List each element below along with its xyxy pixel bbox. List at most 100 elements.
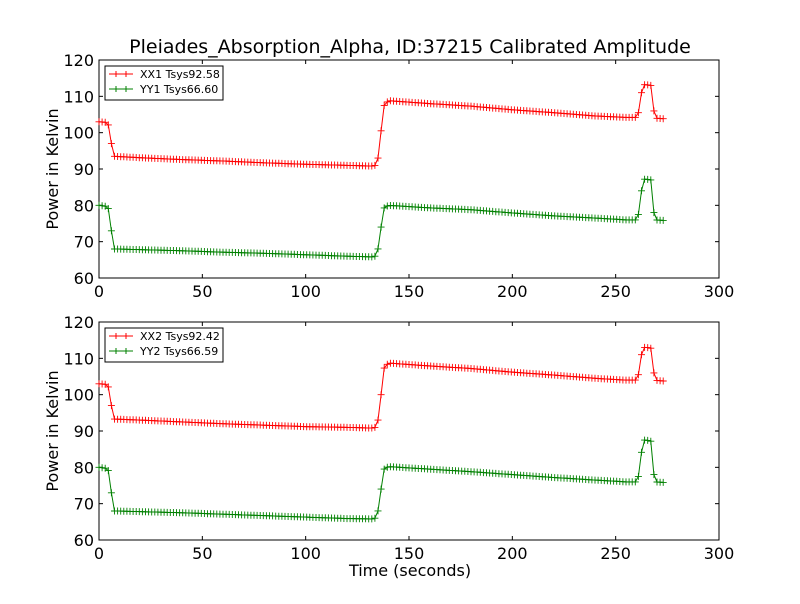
bottom-y-tick-label: 60 (74, 531, 94, 550)
top-x-tick-label: 100 (290, 282, 321, 301)
top-data-point (371, 161, 379, 169)
top-x-tick-label: 200 (497, 282, 528, 301)
top-data-point (383, 98, 391, 106)
top-data-point (104, 205, 112, 213)
top-y-tick-label: 60 (74, 269, 94, 288)
top-data-point (380, 101, 388, 109)
top-x-tick-label: 50 (192, 282, 212, 301)
top-y-axis-label: Power in Kelvin (43, 108, 62, 229)
bottom-data-point (647, 437, 655, 445)
top-legend-marker (113, 71, 129, 77)
top-legend-label: YY1 Tsys66.60 (139, 83, 218, 96)
bottom-data-point (368, 515, 376, 523)
top-data-point (374, 154, 382, 162)
top-subplot: 0 50 100 150 200 250 300 60 70 80 90 100 110 120 XX1 T… (63, 51, 734, 301)
top-y-tick-label: 70 (74, 233, 94, 252)
top-legend-marker (113, 86, 129, 92)
top-y-tick-label: 110 (63, 87, 94, 106)
bottom-y-tick-label: 100 (63, 386, 94, 405)
bottom-data-point (371, 514, 379, 522)
top-x-tick-label: 0 (94, 282, 104, 301)
top-data-point (638, 187, 645, 195)
bottom-data-point (659, 377, 667, 385)
top-legend-label: XX1 Tsys92.58 (140, 68, 220, 81)
bottom-data-point (659, 478, 667, 486)
top-legend: XX1 Tsys92.58 YY1 Tsys66.60 (104, 65, 224, 101)
bottom-data-point (380, 364, 388, 372)
top-data-point (368, 253, 376, 261)
bottom-legend: XX2 Tsys92.42 YY2 Tsys66.59 (104, 327, 224, 363)
bottom-y-tick-label: 110 (63, 349, 94, 368)
top-y-tick-label: 90 (74, 160, 94, 179)
bottom-legend-marker (113, 333, 129, 339)
bottom-data-point (107, 489, 115, 497)
top-data-point (380, 204, 388, 212)
top-y-tick-label: 120 (63, 51, 94, 70)
bottom-data-point (104, 467, 112, 475)
top-data-point (644, 175, 652, 183)
top-legend-box (104, 65, 224, 101)
bottom-x-tick-label: 100 (290, 544, 321, 563)
top-x-tick-label: 300 (704, 282, 735, 301)
top-data-point (644, 81, 652, 89)
top-data-point (659, 216, 667, 224)
bottom-data-point (634, 472, 642, 480)
top-data-point (371, 252, 379, 260)
bottom-y-tick-label: 70 (74, 495, 94, 514)
bottom-data-point (371, 423, 379, 431)
top-data-point (107, 227, 115, 235)
bottom-subplot: 0 50 100 150 200 250 300 60 70 80 90 100 110 120 XX2 T… (63, 313, 734, 563)
top-data-point (631, 113, 639, 121)
top-data-point (634, 109, 642, 117)
bottom-data-point (631, 478, 639, 486)
bottom-legend-label: XX2 Tsys92.42 (140, 330, 220, 343)
bottom-data-point (631, 376, 639, 384)
bottom-data-point (383, 463, 391, 471)
top-series-yy (95, 175, 667, 261)
bottom-data-point (383, 360, 391, 368)
bottom-y-tick-label: 120 (63, 313, 94, 332)
bottom-data-point (634, 371, 642, 379)
x-axis-label: Time (seconds) (348, 561, 471, 580)
bottom-data-point (374, 416, 382, 424)
top-data-point (638, 89, 645, 97)
top-x-tick-label: 250 (600, 282, 631, 301)
top-y-tick-label: 100 (63, 124, 94, 143)
top-series-line (98, 178, 664, 258)
bottom-x-tick-label: 150 (394, 544, 425, 563)
bottom-x-tick-label: 50 (192, 544, 212, 563)
bottom-series-xx (95, 343, 667, 432)
top-data-point (383, 202, 391, 210)
bottom-data-point (650, 369, 658, 377)
top-data-point (659, 115, 667, 123)
bottom-series-yy (95, 436, 667, 523)
top-data-point (107, 140, 115, 148)
top-data-point (631, 216, 639, 224)
chart-title: Pleiades_Absorption_Alpha, ID:37215 Cali… (129, 36, 691, 58)
bottom-data-point (368, 424, 376, 432)
top-data-point (374, 245, 382, 253)
bottom-data-point (107, 402, 115, 410)
bottom-y-axis-label: Power in Kelvin (43, 370, 62, 491)
bottom-data-point (650, 471, 658, 479)
bottom-data-point (647, 344, 655, 352)
top-data-point (650, 107, 658, 115)
top-data-point (377, 223, 385, 231)
bottom-legend-label: YY2 Tsys66.59 (139, 345, 218, 358)
bottom-data-point (644, 436, 652, 444)
bottom-y-tick-label: 90 (74, 422, 94, 441)
bottom-data-point (377, 485, 385, 493)
bottom-data-point (374, 507, 382, 515)
bottom-y-tick-label: 80 (74, 458, 94, 477)
bottom-legend-marker (113, 348, 129, 354)
bottom-x-tick-label: 0 (94, 544, 104, 563)
top-data-point (377, 127, 385, 135)
top-data-point (104, 121, 112, 129)
bottom-legend-box (104, 327, 224, 363)
top-series-xx (95, 81, 667, 170)
top-x-tick-label: 150 (394, 282, 425, 301)
top-data-point (647, 81, 655, 89)
top-y-tick-label: 80 (74, 196, 94, 215)
bottom-data-point (98, 464, 106, 472)
